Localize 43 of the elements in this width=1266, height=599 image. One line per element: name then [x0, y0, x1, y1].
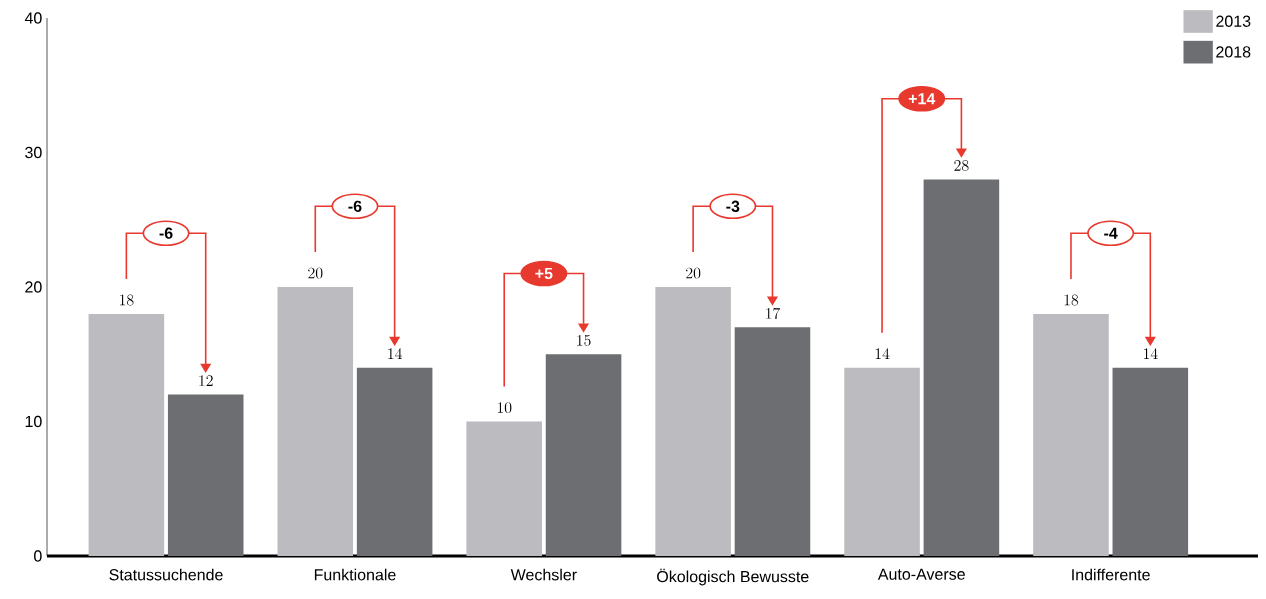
annotation: -3: [726, 200, 740, 212]
annotation: +14: [908, 93, 936, 105]
bar: [356, 367, 433, 556]
bar: [88, 313, 165, 556]
annotation: -6: [159, 227, 173, 239]
bar: [734, 327, 811, 556]
y-tick-label: 40: [24, 12, 42, 24]
y-tick-label: 10: [25, 415, 42, 428]
x-tick-label: Ökologisch Bewusste: [657, 568, 809, 586]
data-label: 14: [388, 348, 402, 359]
y-tick-label: 20: [25, 281, 42, 293]
data-label: 18: [119, 294, 134, 306]
annotation: -4: [1104, 227, 1118, 239]
bar: [655, 286, 731, 556]
bar: [545, 354, 622, 556]
data-label: 15: [577, 334, 591, 346]
bar: [844, 367, 920, 556]
y-tick-label: 30: [25, 146, 42, 159]
data-label: 18: [1064, 294, 1079, 306]
annotation: -6: [348, 200, 362, 212]
bar: [1033, 313, 1109, 556]
x-tick-label: Indifferente: [1072, 568, 1150, 581]
x-tick-label: Auto-Averse: [877, 568, 965, 580]
legend-label: 2013: [1216, 15, 1251, 27]
y-tick-label: 0: [34, 550, 42, 562]
bar: [923, 179, 1000, 556]
annotation: +5: [535, 267, 553, 280]
legend-label: 2018: [1216, 46, 1251, 58]
data-label: 10: [497, 402, 512, 414]
data-label: 20: [686, 267, 701, 279]
bar: [1112, 367, 1189, 556]
data-label: 12: [199, 375, 213, 386]
bar: [466, 421, 542, 556]
x-tick-label: Statussuchende: [109, 568, 223, 581]
data-label: 14: [1143, 348, 1158, 359]
x-tick-label: Wechsler: [510, 568, 577, 581]
data-label: 17: [766, 307, 781, 319]
bar: [167, 394, 244, 556]
x-tick-label: Funktionale: [314, 568, 396, 581]
bar: [277, 286, 354, 556]
data-label: 20: [308, 267, 323, 279]
data-label: 14: [875, 348, 890, 359]
data-label: 28: [954, 160, 969, 172]
